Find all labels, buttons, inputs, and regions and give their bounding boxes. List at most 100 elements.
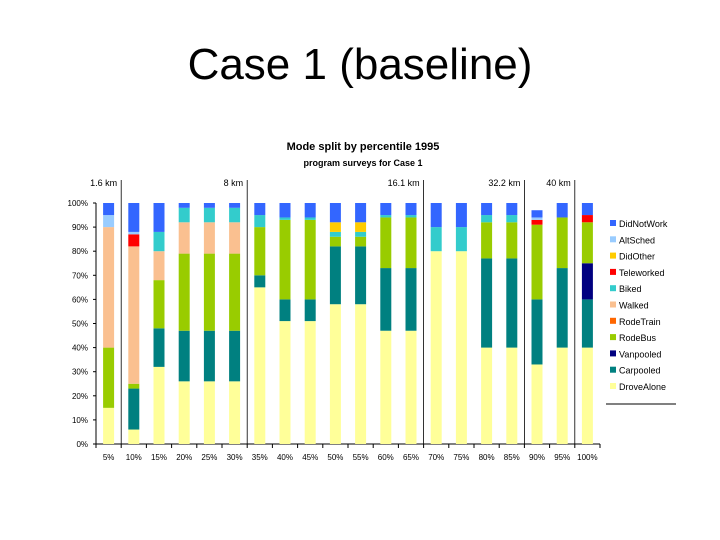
bar-segment-didnotwork-45pct (304, 203, 316, 218)
legend-swatch-didother (610, 252, 616, 259)
bar-segment-biked-85pct (506, 215, 518, 223)
legend-swatch-altsched (610, 236, 616, 243)
x-tick-label: 75% (453, 453, 469, 462)
chart-subtitle: program surveys for Case 1 (303, 158, 422, 168)
legend: DidNotWork AltSched DidOther Teleworked Bike… (606, 219, 676, 405)
bar-segment-drovealone-35pct (254, 287, 266, 444)
bar-segment-teleworked-90pct (531, 219, 543, 225)
bar-segment-walked-20pct (178, 222, 190, 254)
bar-segment-carpooled-40pct (279, 299, 291, 322)
chart-title: Mode split by percentile 1995 (287, 141, 440, 153)
bar-segment-rodebus-50pct (329, 236, 341, 247)
bar-segment-drovealone-85pct (506, 347, 518, 444)
x-tick-label: 55% (353, 453, 369, 462)
bar-segment-rodebus-15pct (153, 280, 165, 329)
bar-segment-didnotwork-40pct (279, 203, 291, 218)
bar-segment-drovealone-65pct (405, 330, 417, 444)
bar-segment-rodebus-40pct (279, 219, 291, 300)
bar-segment-rodebus-10pct (128, 383, 140, 389)
plot-area: 0% 10% 20% 30% 40% 50% 60% 70% 80% 90% 100% 5% 10% 15… (68, 178, 601, 462)
x-tick-label: 45% (302, 453, 318, 462)
bar-segment-carpooled-60pct (380, 268, 392, 331)
bar-segment-drovealone-15pct (153, 366, 165, 444)
bar-segment-carpooled-55pct (355, 246, 367, 305)
y-tick-label: 30% (72, 368, 88, 377)
bar-segment-teleworked-10pct (128, 234, 140, 247)
bar-segment-rodebus-35pct (254, 227, 266, 276)
bar-segment-biked-75pct (455, 227, 467, 252)
x-tick-label: 5% (103, 453, 115, 462)
bar-segment-drovealone-50pct (329, 304, 341, 444)
bar-segment-didnotwork-65pct (405, 203, 417, 216)
bar-segment-didnotwork-80pct (481, 203, 493, 216)
y-tick-label: 20% (72, 392, 88, 401)
y-tick-label: 90% (72, 223, 88, 232)
bar-segment-biked-80pct (481, 215, 493, 223)
bar-segment-walked-30pct (229, 222, 241, 254)
x-tick-label: 100% (577, 453, 597, 462)
y-tick-label: 80% (72, 247, 88, 256)
bar-segment-didnotwork-15pct (153, 203, 165, 232)
legend-swatch-vanpooled (610, 350, 616, 357)
legend-swatch-biked (610, 285, 616, 292)
bar-segment-didother-50pct (329, 222, 341, 232)
bar-segment-drovealone-70pct (430, 251, 442, 444)
bar-segment-teleworked-100pct (581, 215, 593, 223)
legend-label-teleworked: Teleworked (619, 268, 665, 278)
bar-segment-carpooled-90pct (531, 299, 543, 365)
legend-label-drovealone: DroveAlone (619, 382, 666, 392)
bar-segment-altsched-5pct (103, 215, 115, 228)
bar-segment-rodebus-25pct (203, 253, 215, 331)
bar-segment-rodebus-95pct (556, 217, 568, 269)
bar-segment-carpooled-20pct (178, 330, 190, 382)
bar-segment-didnotwork-90pct (531, 210, 543, 218)
bar-segment-drovealone-45pct (304, 321, 316, 444)
bar-segment-carpooled-10pct (128, 388, 140, 430)
y-tick-label: 50% (72, 320, 88, 329)
bar-segment-carpooled-65pct (405, 268, 417, 331)
legend-swatch-walked (610, 301, 616, 308)
bar-segment-carpooled-45pct (304, 299, 316, 322)
y-tick-label: 60% (72, 295, 88, 304)
bar-segment-carpooled-100pct (581, 299, 593, 348)
bar-segment-carpooled-30pct (229, 330, 241, 382)
bar-segment-rodebus-30pct (229, 253, 241, 331)
y-tick-label: 10% (72, 416, 88, 425)
bar-segment-rodebus-85pct (506, 222, 518, 259)
bar-segment-biked-45pct (304, 217, 316, 220)
bar-segment-biked-55pct (355, 231, 367, 237)
y-tick-label: 40% (72, 344, 88, 353)
bar-segment-rodebus-55pct (355, 236, 367, 247)
legend-label-vanpooled: Vanpooled (619, 349, 661, 359)
distance-marker-label: 1.6 km (90, 178, 117, 188)
legend-label-altsched: AltSched (619, 235, 655, 245)
bar-segment-drovealone-90pct (531, 364, 543, 444)
legend-label-carpooled: Carpooled (619, 366, 661, 376)
bar-segment-didnotwork-5pct (103, 203, 115, 216)
bar-segment-didnotwork-85pct (506, 203, 518, 216)
bar-segment-biked-20pct (178, 207, 190, 223)
bar-segment-didnotwork-95pct (556, 203, 568, 218)
x-tick-label: 95% (554, 453, 570, 462)
y-tick-label: 100% (68, 199, 88, 208)
distance-marker-label: 8 km (224, 178, 244, 188)
bar-segment-rodebus-20pct (178, 253, 190, 331)
bar-segment-drovealone-40pct (279, 321, 291, 444)
bar-segment-didnotwork-75pct (455, 203, 467, 228)
bar-segment-biked-50pct (329, 231, 341, 237)
x-tick-label: 50% (327, 453, 343, 462)
legend-label-walked: Walked (619, 301, 649, 311)
bar-segment-didnotwork-35pct (254, 203, 266, 216)
bar-segment-drovealone-5pct (103, 407, 115, 444)
bar-segment-drovealone-20pct (178, 381, 190, 444)
bar-segment-rodebus-60pct (380, 217, 392, 269)
bar-segment-drovealone-30pct (229, 381, 241, 444)
bar-segment-vanpooled-100pct (581, 263, 593, 300)
bar-segment-biked-70pct (430, 227, 442, 252)
bar-segment-biked-25pct (203, 207, 215, 223)
legend-label-rodebus: RodeBus (619, 333, 657, 343)
x-tick-label: 85% (504, 453, 520, 462)
distance-marker-label: 16.1 km (388, 178, 420, 188)
bar-segment-didnotwork-100pct (581, 203, 593, 216)
x-tick-label: 80% (479, 453, 495, 462)
